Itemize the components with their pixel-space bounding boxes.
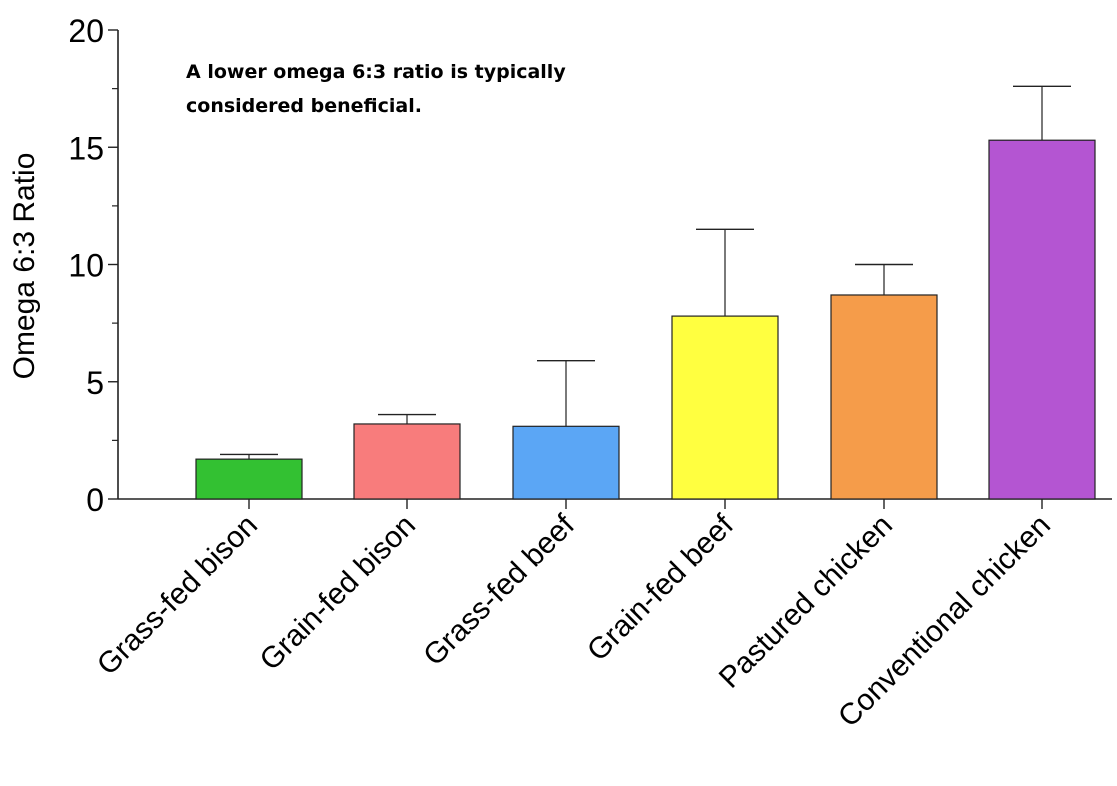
y-tick-label: 10 xyxy=(68,248,104,284)
x-tick-label: Grass-fed bison xyxy=(91,509,264,682)
x-tick-label: Pastured chicken xyxy=(713,509,899,695)
x-tick-label: Grain-fed beef xyxy=(581,508,740,667)
y-tick-label: 5 xyxy=(86,365,104,401)
bar-grain-fed-beef xyxy=(671,315,779,500)
annotation-line-1: A lower omega 6:3 ratio is typically xyxy=(186,61,566,83)
bar-grass-fed-bison xyxy=(195,458,303,500)
bar-grass-fed-beef xyxy=(512,425,620,500)
x-tick-label: Grain-fed bison xyxy=(254,509,422,677)
y-tick-label: 0 xyxy=(86,482,104,518)
y-axis-label: Omega 6:3 Ratio xyxy=(8,153,41,380)
bar-grain-fed-bison xyxy=(353,423,461,500)
x-tick-label: Grass-fed beef xyxy=(417,508,581,672)
bars-group xyxy=(195,139,1096,500)
y-tick-label: 15 xyxy=(68,130,104,166)
bar-pastured-chicken xyxy=(830,294,938,500)
annotation-line-2: considered beneficial. xyxy=(186,95,422,117)
error-bars-group xyxy=(220,85,1071,460)
bar-conventional-chicken xyxy=(988,139,1096,500)
y-tick-label: 20 xyxy=(68,13,104,49)
